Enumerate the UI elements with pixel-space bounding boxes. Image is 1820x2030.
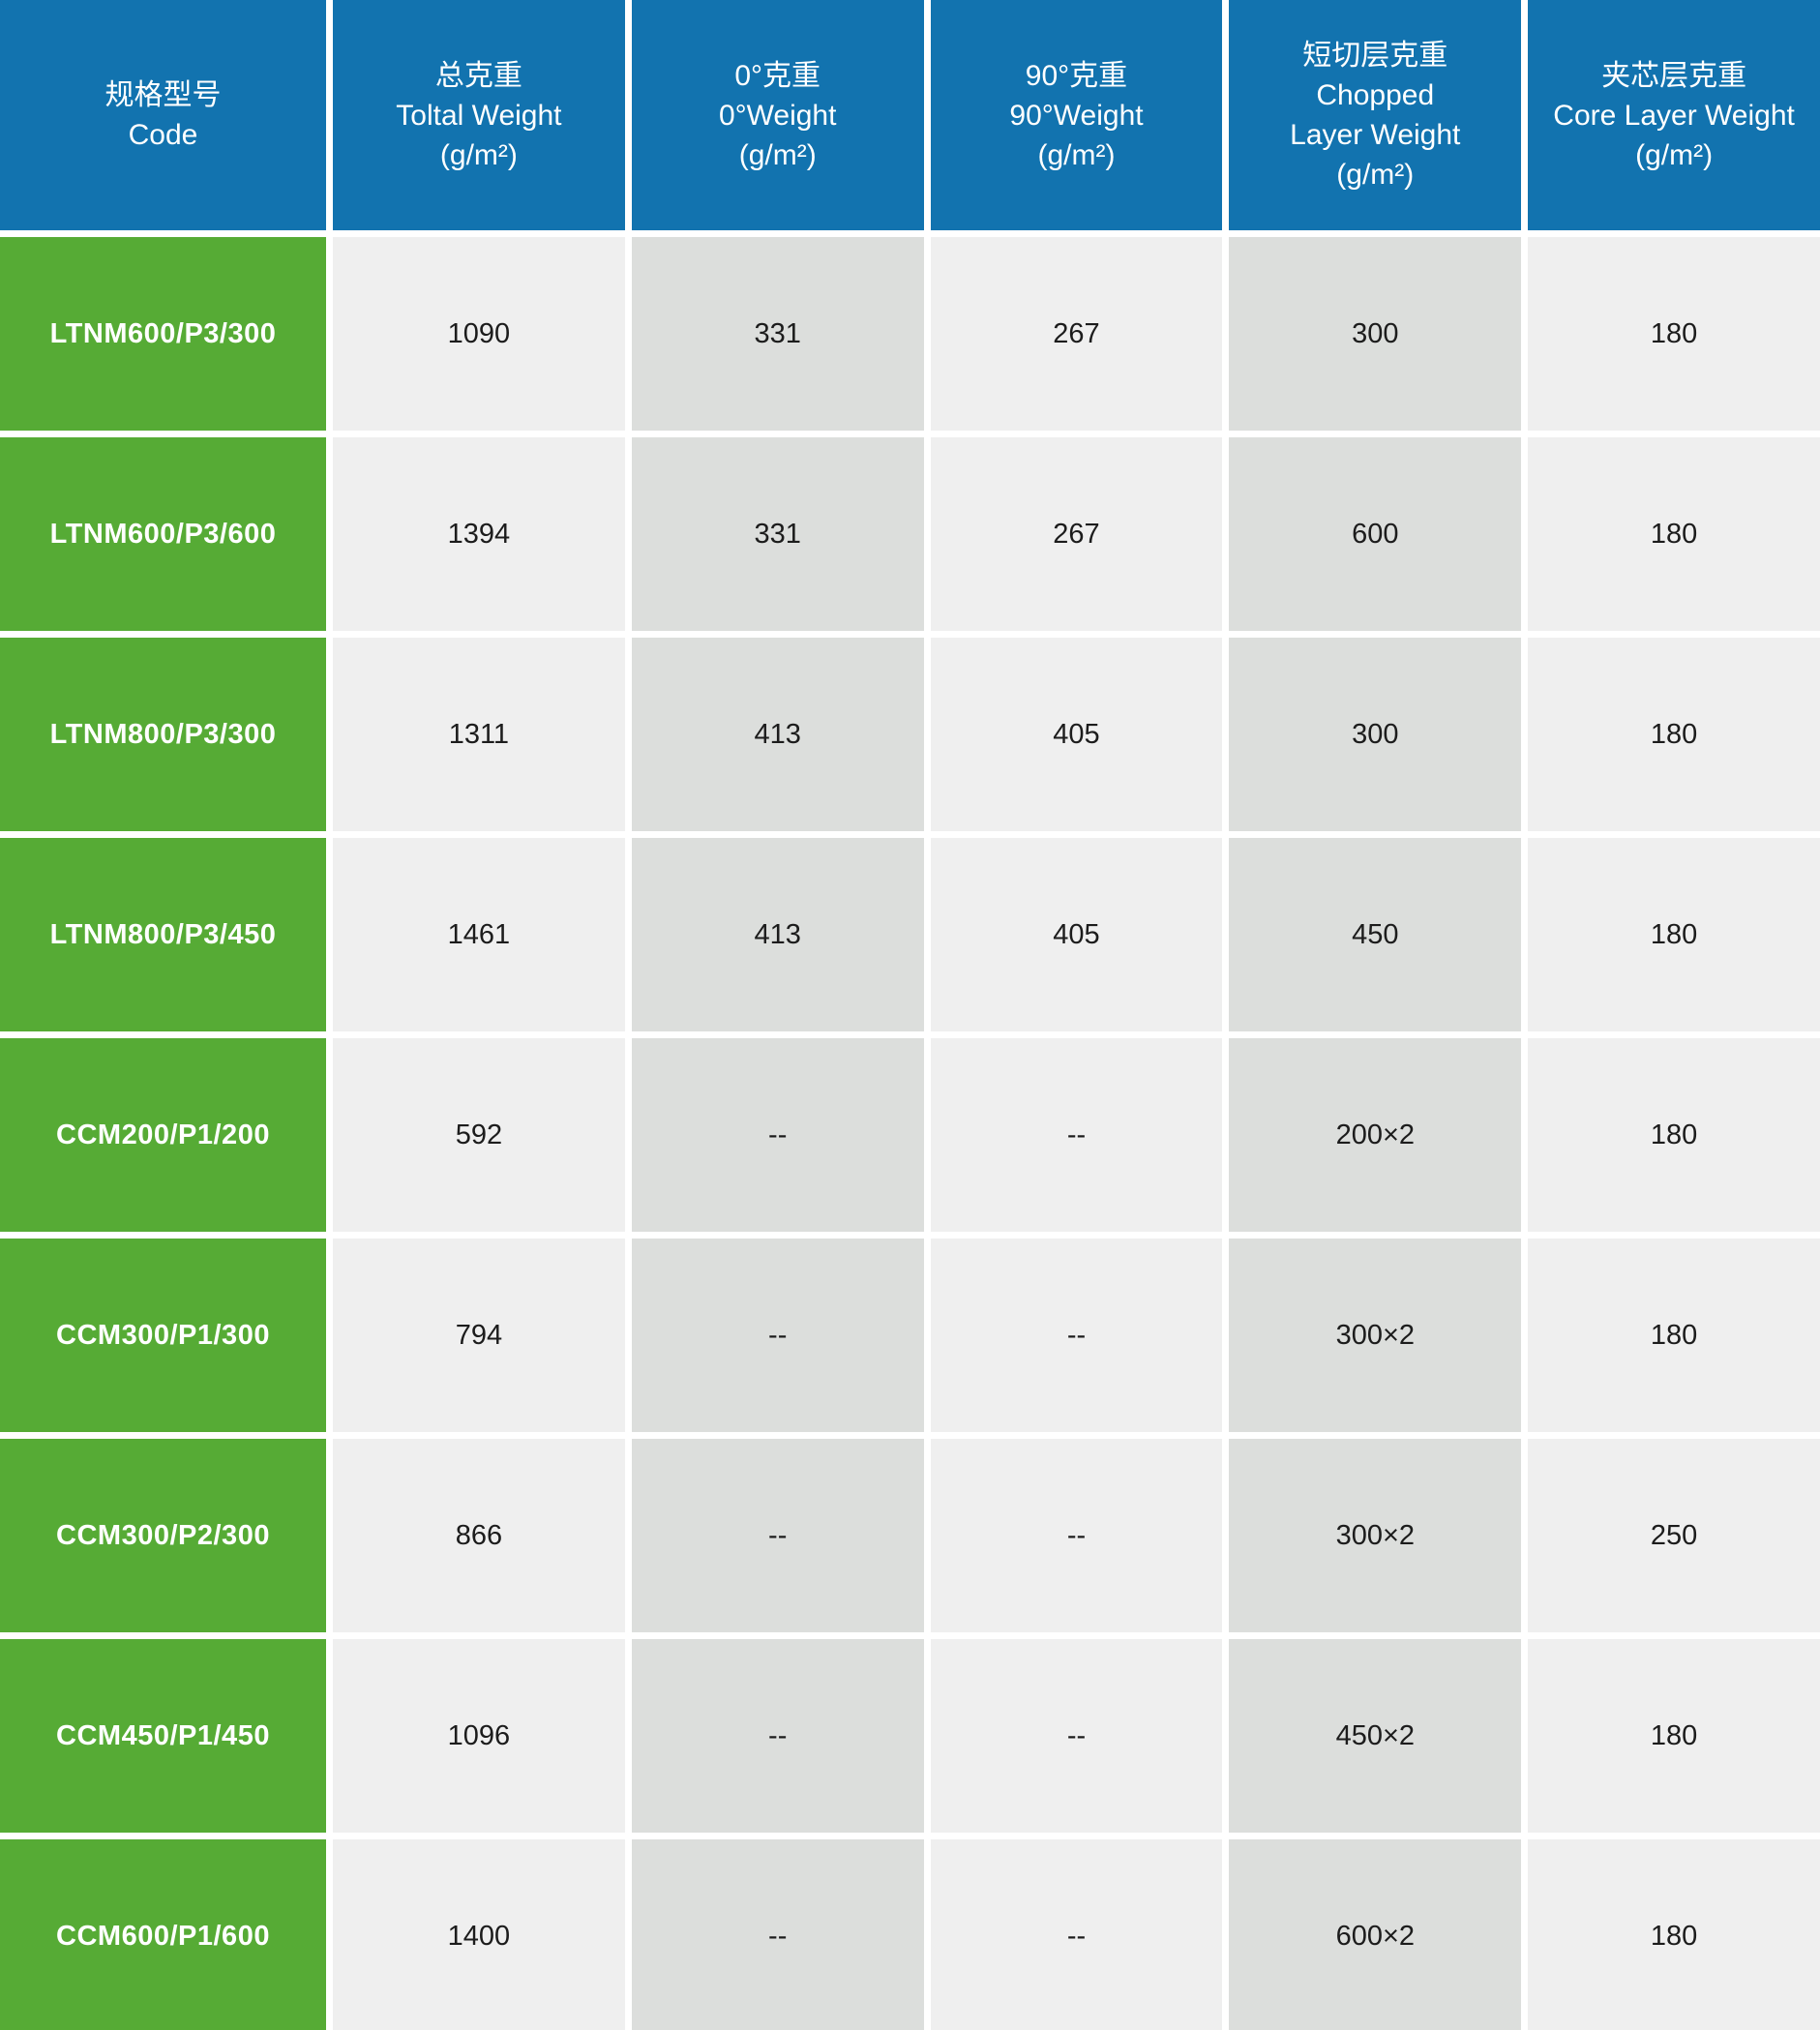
cell-core-layer-weight: 180 [1528, 437, 1820, 631]
cell-0deg-weight: -- [631, 1038, 924, 1232]
cell-0deg-weight: 413 [631, 838, 924, 1031]
col-header-code-en: Code [128, 119, 198, 151]
cell-code: LTNM800/P3/300 [0, 638, 326, 831]
col-header-0deg-weight-en: 0°Weight [718, 99, 837, 132]
cell-90deg-weight: -- [930, 1239, 1223, 1432]
cell-total-weight: 1394 [333, 437, 625, 631]
col-header-core-layer-weight-zh: 夹芯层克重 [1601, 59, 1747, 92]
col-header-total-weight-en: Toltal Weight [396, 99, 562, 132]
cell-total-weight: 1096 [333, 1639, 625, 1833]
cell-90deg-weight: 267 [930, 437, 1223, 631]
cell-90deg-weight: -- [930, 1639, 1223, 1833]
cell-code: CCM450/P1/450 [0, 1639, 326, 1833]
col-header-0deg-weight-unit: (g/m²) [738, 138, 817, 171]
col-header-core-layer-weight-unit: (g/m²) [1635, 138, 1714, 171]
col-header-core-layer-weight-en: Core Layer Weight [1553, 99, 1795, 132]
col-header-total-weight-unit: (g/m²) [439, 138, 518, 171]
col-header-code: 规格型号 Code [0, 0, 326, 230]
cell-chopped-layer-weight: 300×2 [1229, 1239, 1522, 1432]
cell-core-layer-weight: 180 [1528, 638, 1820, 831]
col-header-total-weight-zh: 总克重 [434, 59, 522, 92]
cell-0deg-weight: -- [631, 1639, 924, 1833]
col-header-90deg-weight: 90°克重 90°Weight (g/m²) [930, 0, 1223, 230]
cell-core-layer-weight: 250 [1528, 1439, 1820, 1632]
col-header-chopped-layer-weight-zh: 短切层克重 [1302, 40, 1448, 72]
col-header-0deg-weight: 0°克重 0°Weight (g/m²) [631, 0, 924, 230]
cell-code: LTNM800/P3/450 [0, 838, 326, 1031]
cell-90deg-weight: 405 [930, 638, 1223, 831]
col-header-chopped-layer-weight-unit: (g/m²) [1336, 159, 1415, 191]
col-header-0deg-weight-zh: 0°克重 [734, 59, 821, 92]
cell-core-layer-weight: 180 [1528, 838, 1820, 1031]
cell-0deg-weight: 331 [631, 437, 924, 631]
cell-total-weight: 1461 [333, 838, 625, 1031]
col-header-code-zh: 规格型号 [104, 79, 222, 111]
col-header-90deg-weight-unit: (g/m²) [1037, 138, 1116, 171]
cell-chopped-layer-weight: 600×2 [1229, 1839, 1522, 2030]
cell-0deg-weight: -- [631, 1439, 924, 1632]
cell-0deg-weight: -- [631, 1239, 924, 1432]
col-header-chopped-layer-weight-en: Chopped Layer Weight [1290, 79, 1461, 151]
cell-code: CCM300/P1/300 [0, 1239, 326, 1432]
cell-total-weight: 1090 [333, 237, 625, 431]
cell-code: LTNM600/P3/300 [0, 237, 326, 431]
col-header-90deg-weight-zh: 90°克重 [1025, 59, 1128, 92]
col-header-core-layer-weight: 夹芯层克重 Core Layer Weight (g/m²) [1528, 0, 1820, 230]
cell-core-layer-weight: 180 [1528, 1839, 1820, 2030]
cell-chopped-layer-weight: 300 [1229, 237, 1522, 431]
col-header-chopped-layer-weight: 短切层克重 Chopped Layer Weight (g/m²) [1229, 0, 1522, 230]
cell-core-layer-weight: 180 [1528, 1038, 1820, 1232]
cell-chopped-layer-weight: 450 [1229, 838, 1522, 1031]
cell-90deg-weight: -- [930, 1038, 1223, 1232]
col-header-total-weight: 总克重 Toltal Weight (g/m²) [333, 0, 625, 230]
cell-total-weight: 592 [333, 1038, 625, 1232]
cell-90deg-weight: 405 [930, 838, 1223, 1031]
cell-0deg-weight: -- [631, 1839, 924, 2030]
cell-90deg-weight: -- [930, 1439, 1223, 1632]
cell-code: CCM300/P2/300 [0, 1439, 326, 1632]
cell-total-weight: 866 [333, 1439, 625, 1632]
cell-code: LTNM600/P3/600 [0, 437, 326, 631]
cell-total-weight: 794 [333, 1239, 625, 1432]
cell-chopped-layer-weight: 300×2 [1229, 1439, 1522, 1632]
cell-chopped-layer-weight: 300 [1229, 638, 1522, 831]
cell-chopped-layer-weight: 600 [1229, 437, 1522, 631]
cell-core-layer-weight: 180 [1528, 1639, 1820, 1833]
cell-90deg-weight: -- [930, 1839, 1223, 2030]
cell-chopped-layer-weight: 200×2 [1229, 1038, 1522, 1232]
cell-0deg-weight: 331 [631, 237, 924, 431]
cell-core-layer-weight: 180 [1528, 237, 1820, 431]
cell-0deg-weight: 413 [631, 638, 924, 831]
cell-90deg-weight: 267 [930, 237, 1223, 431]
cell-code: CCM600/P1/600 [0, 1839, 326, 2030]
cell-total-weight: 1311 [333, 638, 625, 831]
cell-code: CCM200/P1/200 [0, 1038, 326, 1232]
cell-core-layer-weight: 180 [1528, 1239, 1820, 1432]
cell-total-weight: 1400 [333, 1839, 625, 2030]
cell-chopped-layer-weight: 450×2 [1229, 1639, 1522, 1833]
col-header-90deg-weight-en: 90°Weight [1009, 99, 1144, 132]
